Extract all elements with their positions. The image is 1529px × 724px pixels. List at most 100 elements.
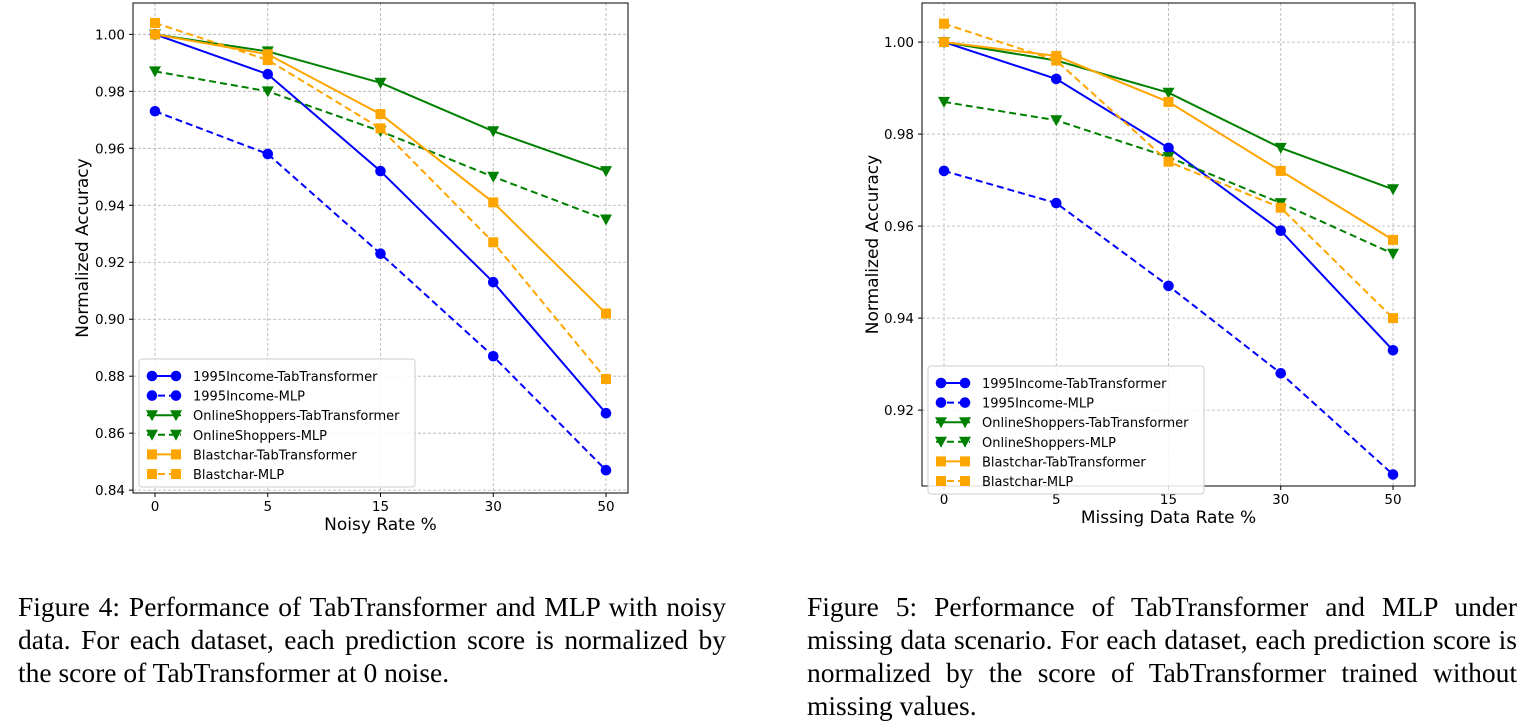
legend-marker <box>959 436 971 448</box>
legend-label: OnlineShoppers-TabTransformer <box>982 416 1189 431</box>
data-point <box>150 17 160 28</box>
data-point <box>1163 142 1174 154</box>
data-point <box>601 308 611 319</box>
data-point <box>1162 87 1175 99</box>
y-axis-label: Normalized Accuracy <box>863 155 883 334</box>
data-point <box>1387 345 1399 356</box>
data-point <box>600 214 612 226</box>
data-point <box>1163 156 1174 167</box>
data-point <box>375 123 386 134</box>
legend-marker <box>959 377 971 389</box>
legend-marker <box>146 390 158 401</box>
series-1995income-mlp <box>938 165 1399 480</box>
x-axis-ticks: 0 5 15 30 50 <box>151 493 615 515</box>
legend-item: OnlineShoppers-TabTransformer <box>935 416 1189 431</box>
series-line <box>154 21 607 380</box>
y-tick-label: 0.84 <box>95 483 125 499</box>
y-tick-label: 1.00 <box>884 35 914 51</box>
legend-item: OnlineShoppers-TabTransformer <box>146 409 400 424</box>
legend-label: 1995Income-MLP <box>193 390 305 405</box>
legend: 1995Income-TabTransformer 1995Income-MLP O… <box>927 365 1205 495</box>
x-tick-label: 50 <box>597 499 614 515</box>
data-point <box>1275 165 1286 176</box>
legend-marker <box>935 436 947 448</box>
legend-marker <box>960 476 970 486</box>
data-point <box>375 248 386 259</box>
figure-5-caption: Figure 5: Performance of TabTransformer … <box>807 591 1517 721</box>
x-tick-label: 0 <box>940 492 949 508</box>
y-tick-label: 0.88 <box>95 369 125 385</box>
legend-marker <box>147 449 157 460</box>
x-tick-label: 30 <box>485 499 502 515</box>
legend-item: OnlineShoppers-MLP <box>935 436 1116 451</box>
data-point <box>1051 55 1062 66</box>
data-point <box>1163 96 1174 107</box>
x-tick-label: 5 <box>263 499 272 515</box>
noisy-rate-line-chart: 0 5 15 30 50 0.84 0.86 0.88 0.90 0.92 0.94 0.96 0.98… <box>73 2 629 535</box>
series-line <box>154 110 607 471</box>
x-tick-label: 50 <box>1384 492 1401 508</box>
data-point <box>1387 469 1399 480</box>
x-axis-label: Missing Data Rate % <box>1081 508 1256 528</box>
legend-marker <box>936 476 946 486</box>
series-1995income-mlp <box>149 105 612 476</box>
data-point <box>938 96 950 108</box>
data-point <box>374 77 387 89</box>
x-axis-ticks: 0 5 15 30 50 <box>940 486 1402 508</box>
legend-marker <box>146 370 158 382</box>
legend-item: 1995Income-MLP <box>146 390 305 405</box>
y-tick-label: 0.94 <box>95 198 125 214</box>
y-tick-label: 0.96 <box>95 141 125 157</box>
data-point <box>375 109 386 120</box>
y-axis-ticks: 0.84 0.86 0.88 0.90 0.92 0.94 0.96 0.98 1.00 <box>95 27 133 499</box>
legend-item: Blastchar-MLP <box>147 468 284 483</box>
legend-item: Blastchar-TabTransformer <box>936 455 1146 470</box>
legend-marker <box>146 429 158 441</box>
data-point <box>261 86 274 98</box>
data-point <box>1275 368 1287 379</box>
x-tick-label: 30 <box>1272 492 1289 508</box>
legend-item: Blastchar-MLP <box>936 475 1073 490</box>
legend-label: 1995Income-MLP <box>982 397 1094 412</box>
y-axis-ticks: 0.92 0.94 0.96 0.98 1.00 <box>884 35 922 419</box>
y-tick-label: 0.96 <box>884 219 914 235</box>
legend: 1995Income-TabTransformer 1995Income-MLP O… <box>138 358 416 488</box>
legend-marker <box>936 456 946 467</box>
legend-label: Blastchar-MLP <box>193 468 284 483</box>
legend-item: 1995Income-TabTransformer <box>146 370 378 385</box>
data-point <box>150 29 160 40</box>
legend-label: Blastchar-TabTransformer <box>193 448 357 463</box>
data-point <box>262 68 274 80</box>
data-point <box>487 350 499 362</box>
y-axis-label: Normalized Accuracy <box>73 158 93 337</box>
data-point <box>149 105 161 117</box>
legend-label: Blastchar-MLP <box>982 475 1073 490</box>
legend-box <box>927 365 1205 495</box>
data-point <box>1275 225 1287 236</box>
y-tick-label: 0.90 <box>95 312 125 328</box>
legend-label: OnlineShoppers-TabTransformer <box>193 409 400 424</box>
data-point <box>1050 197 1062 209</box>
data-point <box>488 197 499 208</box>
y-tick-label: 0.86 <box>95 426 125 442</box>
data-point <box>1050 115 1063 127</box>
data-point <box>487 276 499 288</box>
legend-marker <box>147 469 157 479</box>
y-tick-label: 1.00 <box>95 27 125 43</box>
data-point <box>600 464 612 476</box>
data-point <box>1050 73 1062 85</box>
data-point <box>939 18 949 29</box>
data-point <box>262 148 274 160</box>
y-tick-label: 0.92 <box>95 255 125 271</box>
legend-marker <box>146 410 158 422</box>
x-tick-label: 5 <box>1052 492 1061 508</box>
legend-marker <box>935 417 947 429</box>
legend-item: OnlineShoppers-MLP <box>146 429 327 444</box>
series-blastchar-mlp <box>150 17 611 385</box>
legend-item: 1995Income-MLP <box>935 397 1094 412</box>
x-axis-label: Noisy Rate % <box>324 515 437 535</box>
data-point <box>262 54 273 65</box>
y-tick-label: 0.92 <box>884 403 914 419</box>
data-point <box>375 165 386 177</box>
legend-item: Blastchar-TabTransformer <box>147 448 357 463</box>
